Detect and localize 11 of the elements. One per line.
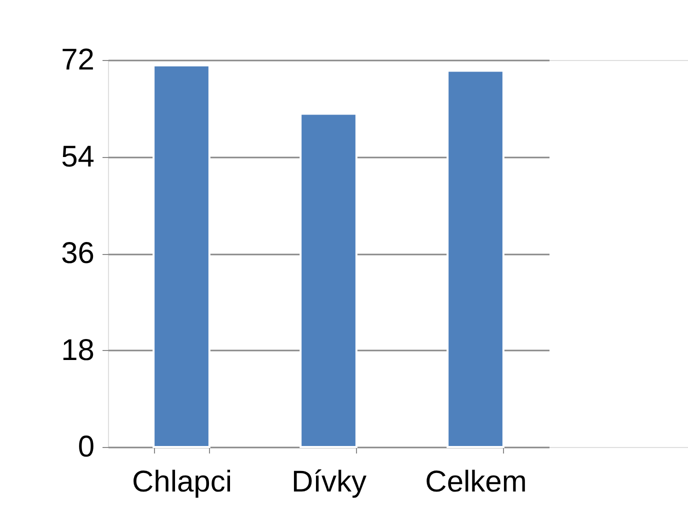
y-tick-label: 18 [61,334,94,367]
y-tick-label: 0 [78,430,94,464]
y-tick-label: 36 [61,237,94,270]
bar [152,64,210,448]
bar [300,112,358,448]
bar [446,70,504,448]
x-tick-label: Celkem [425,466,527,498]
y-tick-label: 72 [61,44,94,76]
x-tick-label: Dívky [292,466,366,498]
y-tick-label: 54 [61,140,94,174]
x-tick-label: Chlapci [132,466,232,498]
